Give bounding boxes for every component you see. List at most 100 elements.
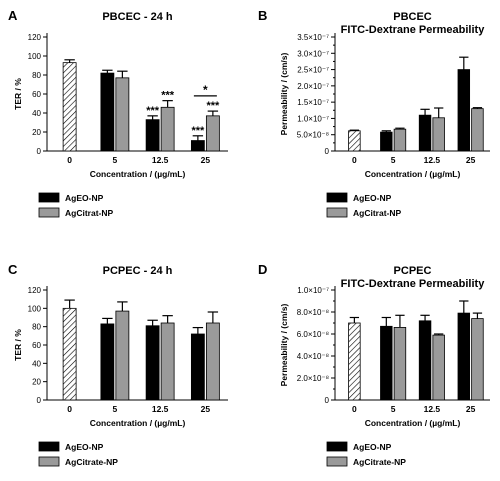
y-tick-label: 3.0×10⁻⁷ (297, 49, 329, 58)
y-tick-label: 0 (37, 396, 42, 405)
x-tick-label: 12.5 (152, 155, 169, 165)
legend-label: AgEO-NP (65, 193, 104, 203)
bar-agcitrat-np (205, 115, 220, 152)
bar-control (348, 130, 361, 152)
bar-ageo-np (190, 140, 205, 152)
y-tick-label: 120 (28, 33, 42, 42)
panel-letter: A (8, 8, 18, 23)
y-axis-label: Permeability / (cm/s) (279, 52, 289, 135)
y-tick-label: 60 (32, 341, 41, 350)
y-tick-label: 4.0×10⁻⁸ (297, 352, 329, 361)
bar-ageo-np (100, 72, 115, 152)
significance-marker: *** (191, 125, 205, 137)
bar-ageo-np (145, 119, 160, 152)
y-tick-label: 0 (325, 147, 330, 156)
y-tick-label: 6.0×10⁻⁸ (297, 330, 329, 339)
legend-label: AgEO-NP (65, 442, 104, 452)
significance-marker: *** (161, 90, 175, 102)
legend-swatch (326, 192, 348, 203)
bar-ageo-np (380, 325, 393, 401)
bar-ageo-np (457, 69, 471, 152)
bar-ageo-np (100, 323, 115, 401)
x-axis-label: Concentration / (µg/mL) (90, 418, 186, 428)
x-tick-label: 5 (113, 155, 118, 165)
legend-swatch (326, 207, 348, 218)
bar-ageo-np (190, 333, 205, 401)
significance-marker: *** (206, 100, 220, 112)
x-tick-label: 5 (113, 404, 118, 414)
y-tick-label: 40 (32, 109, 41, 118)
x-tick-label: 0 (352, 155, 357, 165)
y-tick-label: 0 (325, 396, 330, 405)
panel-a: A PBCEC - 24 h 0 20 40 60 80 100 120 TER / % 0 5 12.… (8, 8, 228, 218)
bar-ageo-np (145, 325, 160, 401)
bar-control (62, 62, 77, 152)
x-tick-label: 25 (466, 404, 476, 414)
y-tick-label: 80 (32, 323, 41, 332)
bar-ageo-np (418, 114, 432, 152)
legend-swatch (38, 456, 60, 467)
x-tick-label: 25 (466, 155, 476, 165)
x-axis-label: Concentration / (µg/mL) (365, 418, 461, 428)
y-tick-label: 1.5×10⁻⁷ (297, 98, 329, 107)
x-tick-label: 0 (67, 155, 72, 165)
bar-agcitrat-np (393, 128, 407, 152)
x-tick-label: 5 (391, 155, 396, 165)
legend-label: AgEO-NP (353, 193, 392, 203)
chart-title: PCPEC (394, 265, 432, 277)
x-tick-label: 12.5 (424, 404, 441, 414)
bar-ageo-np (418, 320, 432, 401)
bar-control (62, 307, 77, 401)
y-tick-label: 1.0×10⁻⁷ (297, 286, 329, 295)
x-tick-label: 5 (391, 404, 396, 414)
x-tick-label: 12.5 (152, 404, 169, 414)
panel-letter: C (8, 262, 18, 277)
bar-agcitrate-np (205, 322, 220, 401)
bar-agcitrat-np (115, 77, 130, 152)
legend-label: AgCitrate-NP (65, 457, 118, 467)
legend-label: AgEO-NP (353, 442, 392, 452)
y-tick-label: 20 (32, 378, 41, 387)
y-tick-label: 1.0×10⁻⁷ (297, 114, 329, 123)
bar-agcitrat-np (160, 106, 175, 152)
y-axis-label: Permeability / (cm/s) (279, 303, 289, 386)
x-axis-label: Concentration / (µg/mL) (90, 169, 186, 179)
significance-marker: *** (146, 105, 160, 117)
legend-swatch (326, 441, 348, 452)
chart-title: PBCEC (393, 11, 432, 23)
y-tick-label: 2.0×10⁻⁷ (297, 82, 329, 91)
bar-agcitrate-np (393, 326, 407, 401)
y-tick-label: 2.0×10⁻⁸ (297, 374, 329, 383)
y-tick-label: 120 (28, 286, 42, 295)
x-tick-label: 0 (352, 404, 357, 414)
bar-control (348, 322, 361, 401)
bar-agcitrat-np (471, 108, 484, 152)
chart-title: PBCEC - 24 h (102, 11, 173, 23)
bar-ageo-np (457, 312, 471, 401)
significance-marker: * (203, 83, 208, 97)
legend-label: AgCitrat-NP (65, 208, 113, 218)
x-tick-label: 25 (201, 155, 211, 165)
x-tick-label: 0 (67, 404, 72, 414)
bar-agcitrate-np (432, 334, 445, 401)
x-tick-label: 12.5 (424, 155, 441, 165)
y-tick-label: 0 (37, 147, 42, 156)
chart-subtitle: FITC-Dextrane Permeability (341, 24, 486, 36)
bar-ageo-np (380, 131, 393, 152)
y-tick-label: 60 (32, 90, 41, 99)
y-tick-label: 20 (32, 128, 41, 137)
legend-swatch (326, 456, 348, 467)
y-tick-label: 100 (28, 52, 42, 61)
y-tick-label: 3.5×10⁻⁷ (297, 33, 329, 42)
legend-swatch (38, 207, 60, 218)
bar-agcitrate-np (471, 318, 484, 401)
bar-agcitrate-np (160, 322, 175, 401)
legend-label: AgCitrat-NP (353, 208, 401, 218)
y-tick-label: 40 (32, 359, 41, 368)
bar-agcitrat-np (432, 117, 445, 152)
legend-label: AgCitrate-NP (353, 457, 406, 467)
chart-title: PCPEC - 24 h (103, 265, 173, 277)
